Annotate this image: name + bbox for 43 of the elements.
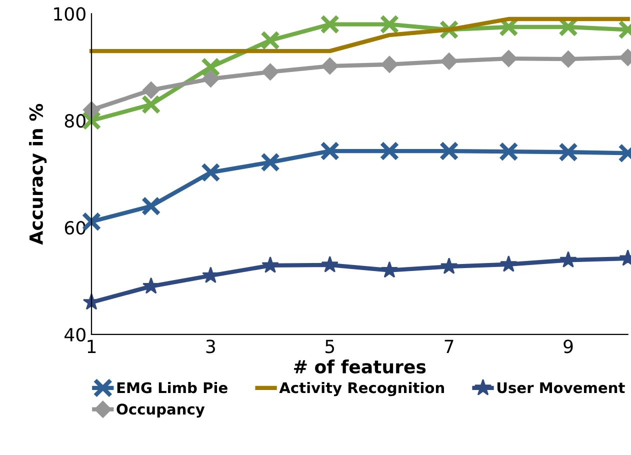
x-tick-label: 5 <box>326 340 334 354</box>
line-series <box>89 16 630 54</box>
point <box>142 82 160 99</box>
point <box>320 14 340 34</box>
y-tick-label: 40 <box>64 328 86 342</box>
y-axis-title: Accuracy in % <box>29 104 47 245</box>
point <box>202 70 220 88</box>
point <box>262 63 279 80</box>
point <box>141 196 161 216</box>
point <box>560 251 577 268</box>
y-tick-label: 100 <box>54 7 86 21</box>
point <box>558 142 578 162</box>
x-tick-label: 1 <box>88 340 96 354</box>
point <box>500 255 518 272</box>
point <box>440 52 458 70</box>
point <box>202 266 220 284</box>
point <box>320 141 340 161</box>
point <box>200 57 220 77</box>
legend-label: Occupancy <box>116 404 205 418</box>
point <box>439 141 459 161</box>
legend-label: Activity Recognition <box>279 382 444 396</box>
point <box>380 56 398 73</box>
point <box>260 30 280 50</box>
point <box>200 162 220 182</box>
legend-label: EMG Limb Pie <box>117 382 228 394</box>
point <box>380 261 398 278</box>
point <box>262 256 279 273</box>
x-tick-label: 7 <box>444 340 454 354</box>
point <box>260 152 280 172</box>
point <box>498 142 518 162</box>
point <box>560 50 577 68</box>
point <box>380 141 400 161</box>
point <box>440 258 458 274</box>
x-tick-label: 3 <box>206 340 215 354</box>
x-axis-title: # of features <box>294 360 426 374</box>
legend-label: User Movement <box>497 382 625 394</box>
x-tick-label: 9 <box>564 340 573 354</box>
point <box>500 50 518 68</box>
point <box>321 57 338 75</box>
point <box>141 94 161 114</box>
point <box>321 256 338 272</box>
point <box>380 14 400 34</box>
y-tick-label: 80 <box>64 114 86 128</box>
